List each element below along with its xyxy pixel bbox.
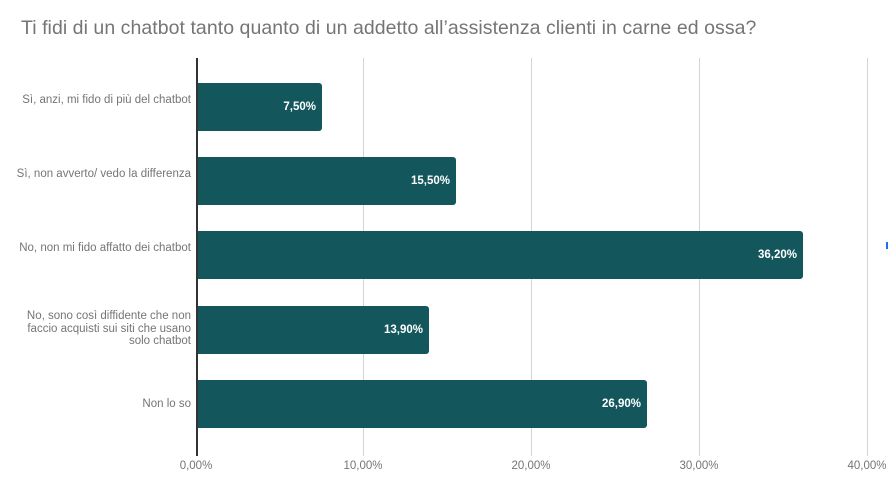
x-tick-label: 40,00% <box>847 460 887 472</box>
bar-value-label: 15,50% <box>410 175 450 187</box>
x-tick-label: 30,00% <box>679 460 719 472</box>
category-label: Non lo so <box>142 398 191 410</box>
category-label: Sì, anzi, mi fido di più del chatbot <box>22 94 191 106</box>
bar[interactable]: 15,50% <box>197 157 456 205</box>
bar[interactable]: 26,90% <box>197 380 647 428</box>
bar[interactable]: 36,20% <box>197 231 803 279</box>
category-label: Sì, non avverto/ vedo la differenza <box>16 168 191 180</box>
x-tick-label: 20,00% <box>511 460 551 472</box>
bar-value-label: 7,50% <box>283 101 316 113</box>
category-label: No, sono così diffidente che non faccio … <box>26 310 191 347</box>
bar-value-label: 26,90% <box>601 398 641 410</box>
bar[interactable]: 13,90% <box>197 306 429 354</box>
edge-marker <box>886 242 888 249</box>
bar-value-label: 13,90% <box>383 324 423 336</box>
y-axis-line <box>196 58 198 456</box>
bar-value-label: 36,20% <box>757 249 797 261</box>
x-tick-label: 0,00% <box>179 460 213 472</box>
category-label: No, non mi fido affatto dei chatbot <box>19 242 191 254</box>
x-tick-label: 10,00% <box>343 460 383 472</box>
gridline-40 <box>867 58 868 456</box>
bar[interactable]: 7,50% <box>197 83 322 131</box>
chart-title: Ti fidi di un chatbot tanto quanto di un… <box>21 17 757 39</box>
